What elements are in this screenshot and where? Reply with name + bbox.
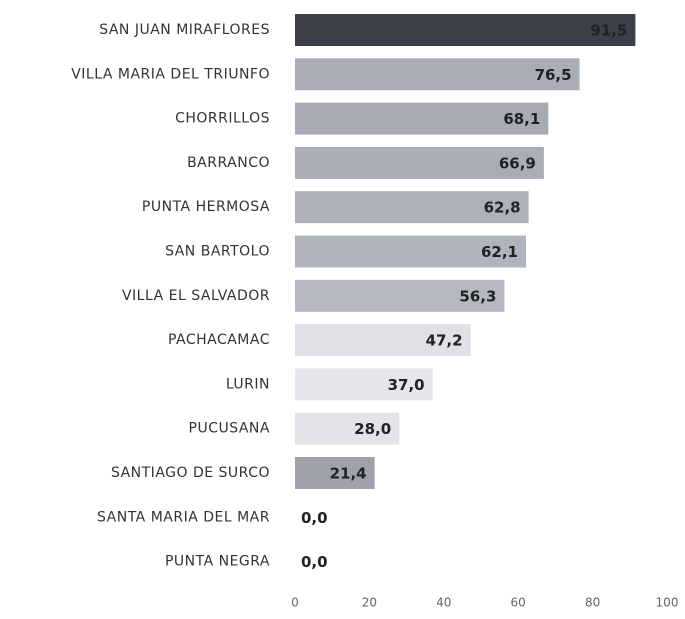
value-label: 62,1 (481, 243, 518, 261)
bar (295, 58, 580, 91)
x-tick-label: 80 (585, 596, 600, 610)
bar (295, 279, 505, 312)
bar (295, 146, 544, 179)
category-label: PUCUSANA (189, 421, 271, 437)
bar (295, 324, 471, 357)
bar (295, 235, 527, 268)
category-label: VILLA EL SALVADOR (122, 288, 270, 304)
value-label: 0,0 (301, 553, 328, 571)
category-label: SAN BARTOLO (165, 244, 270, 260)
value-label: 21,4 (330, 465, 367, 483)
x-tick-label: 0 (291, 596, 299, 610)
value-label: 37,0 (388, 376, 425, 394)
bar (295, 412, 400, 445)
category-label: BARRANCO (187, 155, 270, 171)
value-label: 28,0 (354, 420, 391, 438)
category-label: PUNTA NEGRA (165, 554, 270, 570)
category-label: SANTA MARIA DEL MAR (97, 509, 270, 525)
x-tick-label: 40 (436, 596, 451, 610)
value-label: 91,5 (590, 22, 627, 40)
value-label: 68,1 (503, 110, 540, 128)
category-label: PUNTA HERMOSA (142, 199, 270, 215)
category-label: LURIN (226, 376, 270, 392)
x-tick-label: 100 (656, 596, 679, 610)
bar (295, 191, 529, 224)
value-label: 76,5 (535, 66, 572, 84)
value-label: 62,8 (484, 199, 521, 217)
value-label: 66,9 (499, 154, 536, 172)
category-label: SANTIAGO DE SURCO (111, 465, 270, 481)
category-label: CHORRILLOS (175, 111, 270, 127)
value-label: 0,0 (301, 509, 328, 527)
bar (295, 102, 549, 135)
category-label: VILLA MARIA DEL TRIUNFO (71, 66, 270, 82)
bar (295, 457, 375, 489)
value-label: 56,3 (459, 287, 496, 305)
value-label: 47,2 (426, 332, 463, 350)
bar (295, 368, 433, 401)
bar (295, 14, 636, 46)
category-label: PACHACAMAC (168, 332, 270, 348)
x-tick-label: 20 (362, 596, 377, 610)
x-tick-label: 60 (511, 596, 526, 610)
category-label: SAN JUAN MIRAFLORES (99, 22, 270, 38)
